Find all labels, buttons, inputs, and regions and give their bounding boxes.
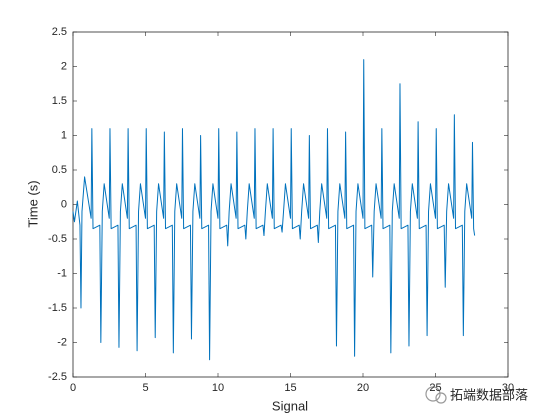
x-tick-label: 10 (212, 382, 224, 394)
y-tick-label: 0 (61, 198, 67, 210)
y-tick-label: 0.5 (52, 164, 67, 176)
y-tick-label: -0.5 (48, 233, 67, 245)
y-tick-label: 1.5 (52, 95, 67, 107)
x-tick-label: 25 (429, 382, 441, 394)
x-axis-label: Signal (272, 398, 308, 413)
y-tick-label: 2 (61, 60, 67, 72)
y-tick-label: -1.5 (48, 302, 67, 314)
y-tick-label: -2 (57, 336, 67, 348)
y-tick-label: -1 (57, 267, 67, 279)
watermark-icon (425, 386, 447, 404)
y-tick-label: -2.5 (48, 371, 67, 383)
x-tick-label: 5 (142, 382, 148, 394)
x-tick-label: 15 (284, 382, 296, 394)
y-axis-label: Time (s) (25, 180, 40, 227)
x-tick-label: 30 (502, 382, 514, 394)
line-series (72, 59, 476, 361)
x-tick-label: 20 (357, 382, 369, 394)
watermark: 拓端数据部落 (450, 387, 528, 402)
x-tick-label: 0 (70, 382, 76, 394)
y-tick-label: 1 (61, 129, 67, 141)
y-tick-label: 2.5 (52, 26, 67, 38)
